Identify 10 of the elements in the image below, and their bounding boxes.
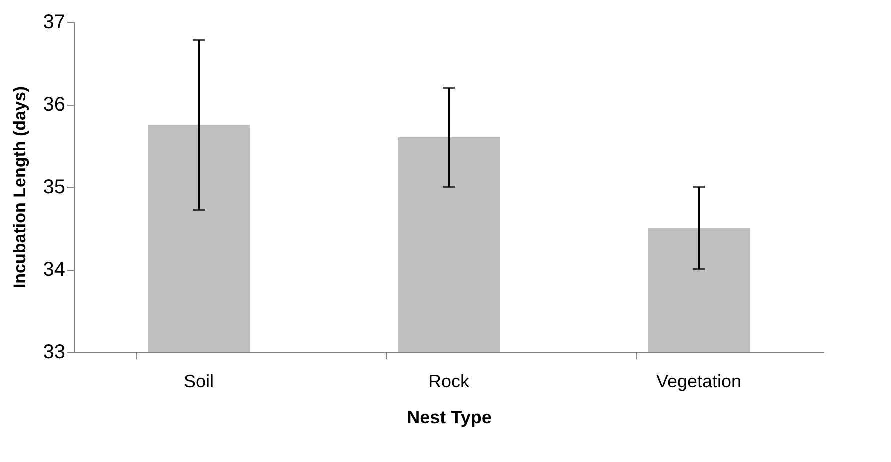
x-axis-title: Nest Type bbox=[407, 408, 492, 428]
x-tick-label: Vegetation bbox=[656, 372, 742, 392]
y-tick-label: 36 bbox=[43, 94, 66, 116]
y-tick-label: 37 bbox=[43, 12, 66, 34]
y-tick-label: 35 bbox=[43, 176, 66, 198]
x-tick-label: Rock bbox=[428, 372, 470, 392]
y-tick-label: 34 bbox=[43, 259, 66, 281]
y-axis-title: Incubation Length (days) bbox=[10, 86, 30, 289]
y-tick-label: 33 bbox=[43, 342, 66, 364]
x-tick-label: Soil bbox=[184, 372, 214, 392]
